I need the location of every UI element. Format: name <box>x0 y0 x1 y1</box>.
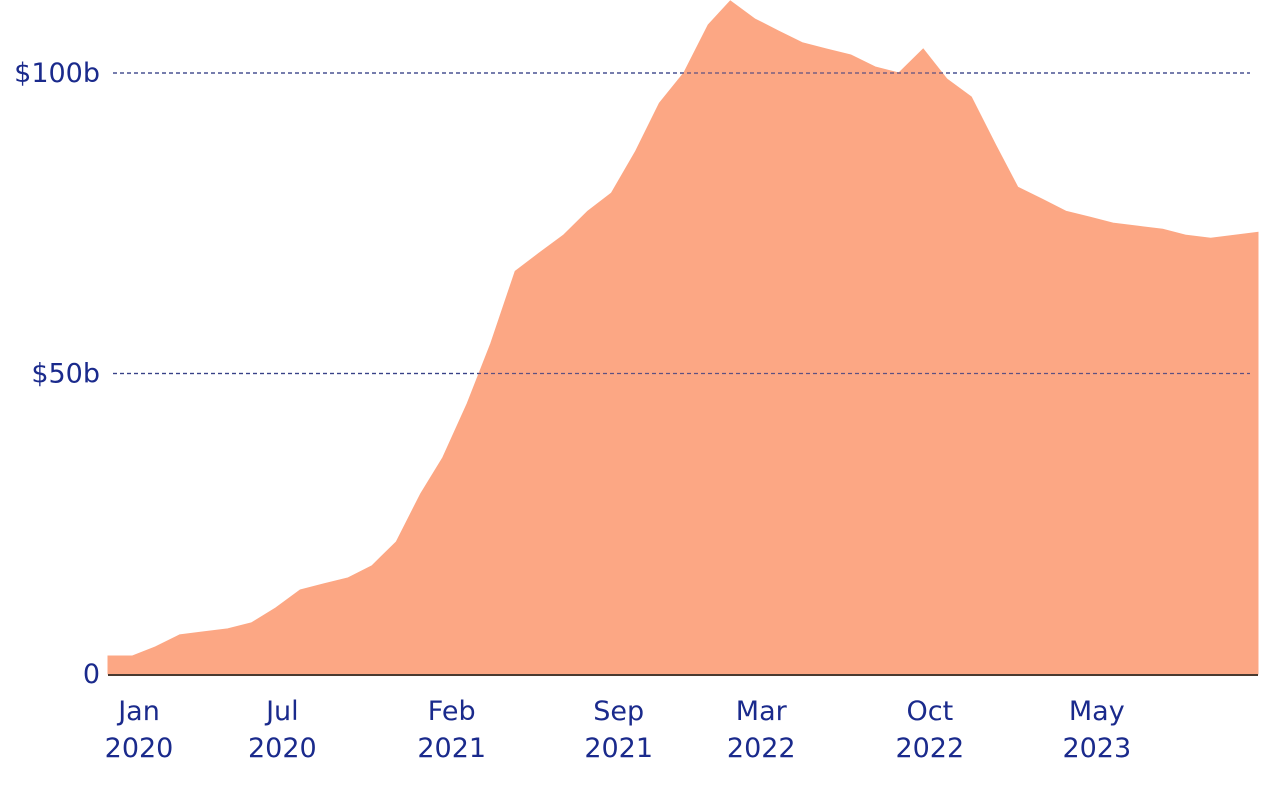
y-tick-label: $50b <box>31 359 100 390</box>
x-tick-year: 2022 <box>727 733 796 764</box>
x-tick-year: 2023 <box>1062 733 1131 764</box>
x-tick-month: May <box>1069 696 1125 727</box>
axes: 0 $50b $100b Jan 2020 Jul 2020 Feb 2021 Sep 2021 Ma… <box>14 58 1258 764</box>
x-tick-year: 2020 <box>248 733 317 764</box>
area-series-fill <box>107 0 1259 675</box>
y-tick-label: 0 <box>83 659 100 690</box>
x-tick-month: Sep <box>593 696 644 727</box>
y-tick-label: $100b <box>14 58 100 89</box>
x-tick-year: 2022 <box>895 733 964 764</box>
x-tick-month: Feb <box>428 696 476 727</box>
x-tick-month: Mar <box>736 696 788 727</box>
area-series <box>107 0 1259 675</box>
x-tick-year: 2021 <box>584 733 653 764</box>
x-tick-month: Oct <box>906 696 953 727</box>
x-tick-month: Jan <box>116 696 160 727</box>
x-tick-year: 2020 <box>105 733 174 764</box>
x-tick-month: Jul <box>264 696 299 727</box>
x-tick-year: 2021 <box>417 733 486 764</box>
